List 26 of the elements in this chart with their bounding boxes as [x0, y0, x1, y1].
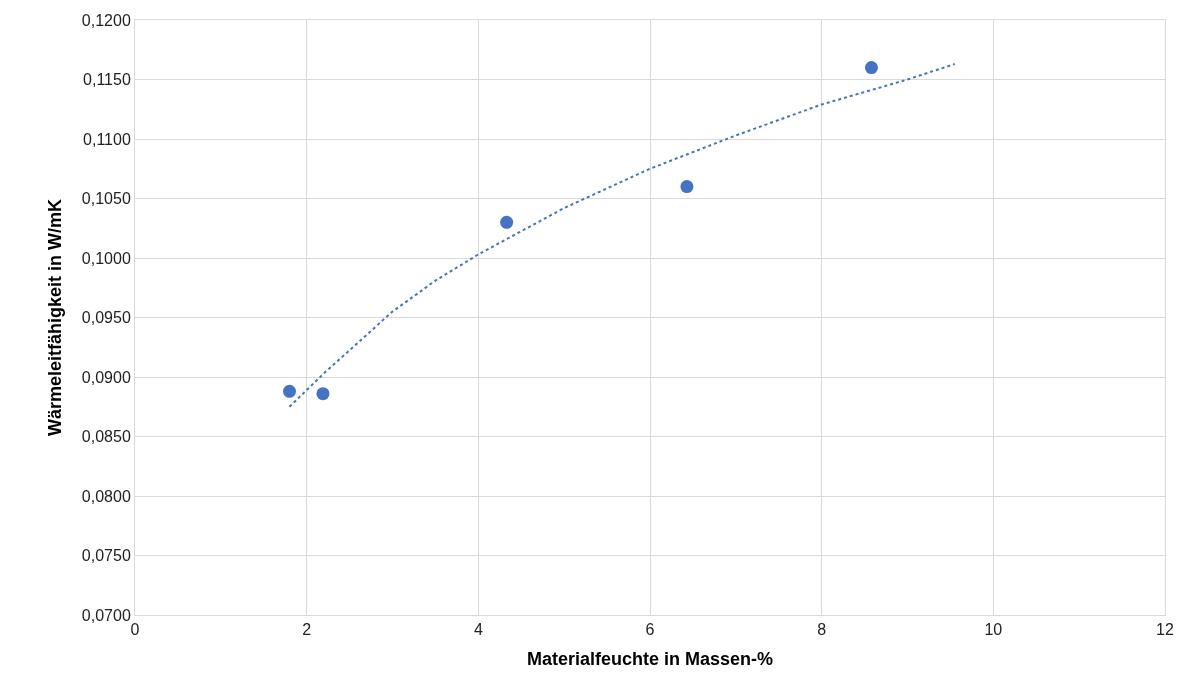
x-tick-label: 8	[817, 621, 827, 639]
x-tick-label: 12	[1156, 621, 1174, 639]
y-tick-label: 0,0750	[81, 547, 131, 565]
point	[680, 180, 694, 194]
y-tick-label: 0,0800	[81, 487, 131, 505]
y-tick-label: 0,0850	[81, 428, 131, 446]
y-tick-label: 0,0950	[81, 309, 131, 327]
point	[316, 387, 330, 401]
line-series	[288, 63, 956, 408]
y-tick-label: 0,0900	[81, 368, 131, 386]
point	[500, 215, 514, 229]
y-tick-label: 0,1200	[81, 11, 131, 29]
x-axis-title: Materialfeuchte in Massen-%	[526, 649, 774, 670]
y-tick-label: 0,1000	[81, 249, 131, 267]
x-tick-label: 0	[130, 621, 140, 639]
x-tick-label: 4	[473, 621, 483, 639]
y-tick-label: 0,1050	[81, 190, 131, 208]
point	[864, 61, 878, 75]
y-tick-label: 0,1100	[83, 130, 131, 148]
y-axis-title: Wärmeleitfähigkeit in W/mK	[45, 198, 66, 437]
x-tick-label: 6	[645, 621, 655, 639]
y-tick-label: 0,0700	[81, 606, 131, 624]
x-tick-label: 2	[302, 621, 312, 639]
y-tick-label: 0,1150	[83, 71, 131, 89]
x-tick-label: 10	[984, 621, 1003, 639]
point	[283, 384, 296, 398]
